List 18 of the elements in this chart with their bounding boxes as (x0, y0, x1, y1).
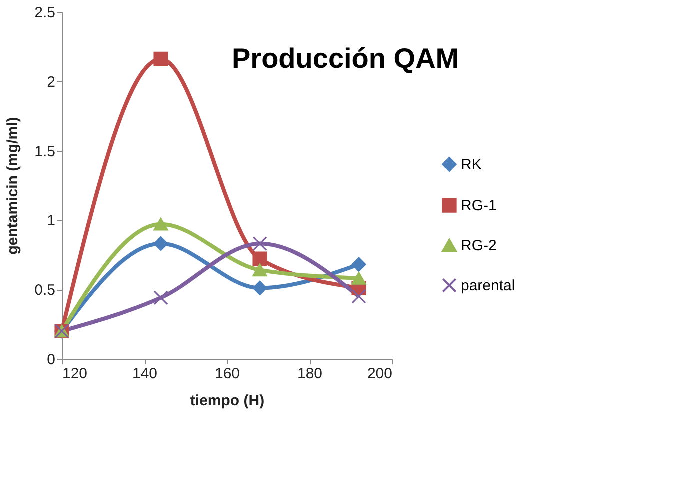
x-tick-label: 120 (62, 366, 88, 382)
y-tick-label: 1.5 (34, 143, 56, 160)
y-tick-label: 2.5 (34, 4, 56, 22)
legend-label: RK (461, 156, 482, 174)
y-axis-title: gentamicin (mg/ml) (4, 117, 22, 255)
x-tick-label: 200 (367, 366, 392, 382)
x-tick-label: 180 (297, 366, 323, 382)
x-tick-label: 140 (132, 366, 158, 382)
y-tick-label: 0.5 (34, 282, 56, 300)
text: Producción QAM (232, 43, 460, 74)
legend-label: RG-2 (461, 238, 497, 254)
legend-label: RG-1 (461, 198, 497, 214)
x-tick-label: 160 (214, 366, 240, 382)
y-tick-label: 0 (47, 352, 56, 368)
y-tick-label: 2 (47, 74, 56, 91)
legend-label: parental (461, 278, 516, 294)
x-axis-title: tiempo (H) (190, 392, 265, 410)
y-tick-label: 1 (47, 212, 56, 230)
